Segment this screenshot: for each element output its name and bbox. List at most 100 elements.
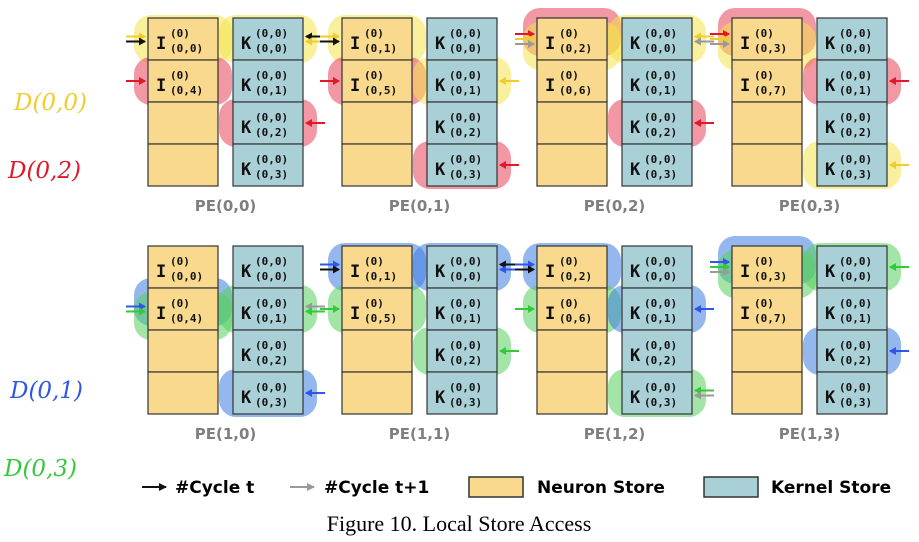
pe-0-1-neuron-cell-0-dark-arrowhead-icon xyxy=(333,37,340,46)
pe-1-3-neuron-cell-1-symbol: I xyxy=(740,304,750,324)
pe-1-2-neuron-cell-0-superscript: (0) xyxy=(559,255,579,268)
pe-0-1-neuron-cell-0 xyxy=(341,17,413,61)
pe-1-3-kernel-cell-2-superscript: (0,0) xyxy=(839,339,872,352)
legend-cycle-t1-label: #Cycle t+1 xyxy=(324,478,429,498)
pe-0-3-kernel-cell-2-subscript: (0,2) xyxy=(839,126,872,139)
pe-1-3-kernel-cell-1-subscript: (0,1) xyxy=(839,312,872,325)
pe-1-2-neuron-cell-1-subscript: (0,6) xyxy=(559,312,592,325)
pe-0-0-kernel-cell-2-symbol: K xyxy=(241,118,252,138)
pe-0-0-kernel-cell-2-subscript: (0,2) xyxy=(255,126,288,139)
pe-0-2-kernel-cell-1 xyxy=(621,59,693,103)
pe-1-0-neuron-cell-2 xyxy=(147,329,219,373)
pe-0-1-kernel-cell-1-symbol: K xyxy=(435,76,446,96)
pe-1-0-kernel-cell-1-symbol: K xyxy=(241,304,252,324)
pe-0-1-neuron-cell-0-subscript: (0,1) xyxy=(364,42,397,55)
pe-0-2-neuron-cell-0 xyxy=(536,17,608,61)
pe-1-3-arrows xyxy=(710,258,909,355)
pe-0-3-kernel-cell-1-superscript: (0,0) xyxy=(839,69,872,82)
pe-0-0-kernel-cell-3 xyxy=(232,143,304,187)
pe-1-1-kernel-cell-2-symbol: K xyxy=(435,346,446,366)
pe-1-2-kernel-cell-0 xyxy=(621,245,693,289)
pe-0-0-kernel-cell-0-yellow-arrowhead-icon xyxy=(305,37,312,46)
pe-0-1-neuron-cell-1-superscript: (0) xyxy=(364,69,384,82)
pe-0-1-kernel-cell-2-subscript: (0,2) xyxy=(449,126,482,139)
pe-0-3-neuron-cell-0-subscript: (0,3) xyxy=(754,42,787,55)
pe-0-2-kernel-cell-0-superscript: (0,0) xyxy=(644,27,677,40)
light-arrowhead-icon xyxy=(307,483,315,491)
pe-0-1-kernel-cell-1-yellow-arrowhead-icon xyxy=(499,77,506,85)
pe-0-1-neuron-cell-2 xyxy=(341,101,413,145)
pe-0-0-neuron-cell-0-subscript: (0,0) xyxy=(170,42,203,55)
pe-0-3-neuron-cell-1-subscript: (0,7) xyxy=(754,84,787,97)
pe-1-2-neuron-cell-3 xyxy=(536,371,608,415)
pe-1-3-kernel-cell-0 xyxy=(816,245,888,289)
pe-1-3-kernel-cell-2-symbol: K xyxy=(825,346,836,366)
pe-1-1-kernel-cell-1-superscript: (0,0) xyxy=(449,297,482,310)
pe-1-0-kernel-cell-0 xyxy=(232,245,304,289)
pe-0-0-kernel-cell-0-superscript: (0,0) xyxy=(255,27,288,40)
pe-1-3-kernel-cell-0-green-arrowhead-icon xyxy=(889,263,896,271)
pe-0-2-neuron-cell-0-superscript: (0) xyxy=(559,27,579,40)
pe-0-0-neuron-cell-2 xyxy=(147,101,219,145)
pe-0-3-kernel-cell-2-symbol: K xyxy=(825,118,836,138)
pe-0-1-neuron-cell-1-red-arrowhead-icon xyxy=(333,77,340,85)
pe-1-3-neuron-cell-0-symbol: I xyxy=(740,262,750,282)
pe-0-3-kernel-cell-0-subscript: (0,0) xyxy=(839,42,872,55)
pe-0-2-kernel-cell-3-subscript: (0,3) xyxy=(644,168,677,181)
pe-0-0-kernel-cell-3-symbol: K xyxy=(241,160,252,180)
pe-1-2-kernel-cell-0-subscript: (0,0) xyxy=(644,270,677,283)
pe-1-1-kernel-cell-3-symbol: K xyxy=(435,388,446,408)
pe-0-1-neuron-cell-1-symbol: I xyxy=(350,76,360,96)
pe-1-1: I(0)(0,1)I(0)(0,5)K(0,0)(0,0)K(0,0)(0,1)… xyxy=(320,243,519,443)
pe-1-2-kernel-cell-2-subscript: (0,2) xyxy=(644,354,677,367)
pe-0-1-kernel-cell-2 xyxy=(426,101,498,145)
pe-0-0-kernel-cell-1 xyxy=(232,59,304,103)
pe-1-2-kernel-cell-3-superscript: (0,0) xyxy=(644,381,677,394)
pe-1-2-arrows xyxy=(515,260,714,400)
pe-0-3-neuron-cell-0-superscript: (0) xyxy=(754,27,774,40)
pe-1-0-kernel-cell-1-superscript: (0,0) xyxy=(255,297,288,310)
pe-1-3-neuron-cell-0-subscript: (0,3) xyxy=(754,270,787,283)
pe-1-2-neuron-cell-0-dark-arrowhead-icon xyxy=(528,265,535,274)
pe-0-0-neuron-cell-1 xyxy=(147,59,219,103)
pe-1-1-neuron-cell-1 xyxy=(341,287,413,331)
pe-1-3-neuron-cell-3 xyxy=(731,371,803,415)
pe-1-2-neuron-cell-0 xyxy=(536,245,608,289)
pe-1-2-kernel-cell-1-symbol: K xyxy=(630,304,641,324)
pe-0-3-label: PE(0,3) xyxy=(779,197,841,215)
pe-1-0-kernel-cell-2-symbol: K xyxy=(241,346,252,366)
pe-0-1-kernel-cell-0-symbol: K xyxy=(435,34,446,54)
pe-0-2-kernel-cell-2-subscript: (0,2) xyxy=(644,126,677,139)
pe-1-0-neuron-cell-3 xyxy=(147,371,219,415)
pe-0-3-kernel-cell-3-symbol: K xyxy=(825,160,836,180)
pe-0-0-kernel-cell-3-superscript: (0,0) xyxy=(255,153,288,166)
pe-0-1-neuron-cell-1-subscript: (0,5) xyxy=(364,84,397,97)
pe-1-0-kernel-cell-0-symbol: K xyxy=(241,262,252,282)
pe-0-0-label: PE(0,0) xyxy=(195,197,257,215)
pe-0-0-kernel-cell-2 xyxy=(232,101,304,145)
pe-0-1-kernel-cell-1-subscript: (0,1) xyxy=(449,84,482,97)
pe-0-1-arrows xyxy=(320,32,519,169)
pe-1-1-stores: I(0)(0,1)I(0)(0,5)K(0,0)(0,0)K(0,0)(0,1)… xyxy=(341,245,498,415)
pe-1-0-neuron-cell-0-subscript: (0,0) xyxy=(170,270,203,283)
pe-0-0-kernel-cell-0-subscript: (0,0) xyxy=(255,42,288,55)
pe-0-0-kernel-cell-1-superscript: (0,0) xyxy=(255,69,288,82)
pe-1-3-kernel-cell-3-subscript: (0,3) xyxy=(839,396,872,409)
pe-1-2-kernel-cell-0-superscript: (0,0) xyxy=(644,255,677,268)
pe-1-1-kernel-cell-2-green-arrowhead-icon xyxy=(499,347,506,355)
pe-1-0-label: PE(1,0) xyxy=(195,425,257,443)
pe-0-0-kernel-cell-2-red-arrowhead-icon xyxy=(305,119,312,127)
pe-0-1-kernel-cell-3 xyxy=(426,143,498,187)
pe-0-0-stores: I(0)(0,0)I(0)(0,4)K(0,0)(0,0)K(0,0)(0,1)… xyxy=(147,17,304,187)
pe-1-2-label: PE(1,2) xyxy=(584,425,646,443)
pe-0-0-neuron-cell-1-red-arrowhead-icon xyxy=(139,77,146,85)
pe-1-2-kernel-cell-1-subscript: (0,1) xyxy=(644,312,677,325)
pe-1-1-kernel-cell-1 xyxy=(426,287,498,331)
pe-0-2-label: PE(0,2) xyxy=(584,197,646,215)
pe-1-2-neuron-cell-1-superscript: (0) xyxy=(559,297,579,310)
pe-0-1-kernel-cell-3-red-arrowhead-icon xyxy=(499,161,506,169)
pe-0-2-kernel-cell-2-symbol: K xyxy=(630,118,641,138)
legend-cycle-t1: #Cycle t+1 xyxy=(290,478,429,498)
pe-1-1-kernel-cell-1-symbol: K xyxy=(435,304,446,324)
annotation-d02: D(0,2) xyxy=(7,158,81,184)
